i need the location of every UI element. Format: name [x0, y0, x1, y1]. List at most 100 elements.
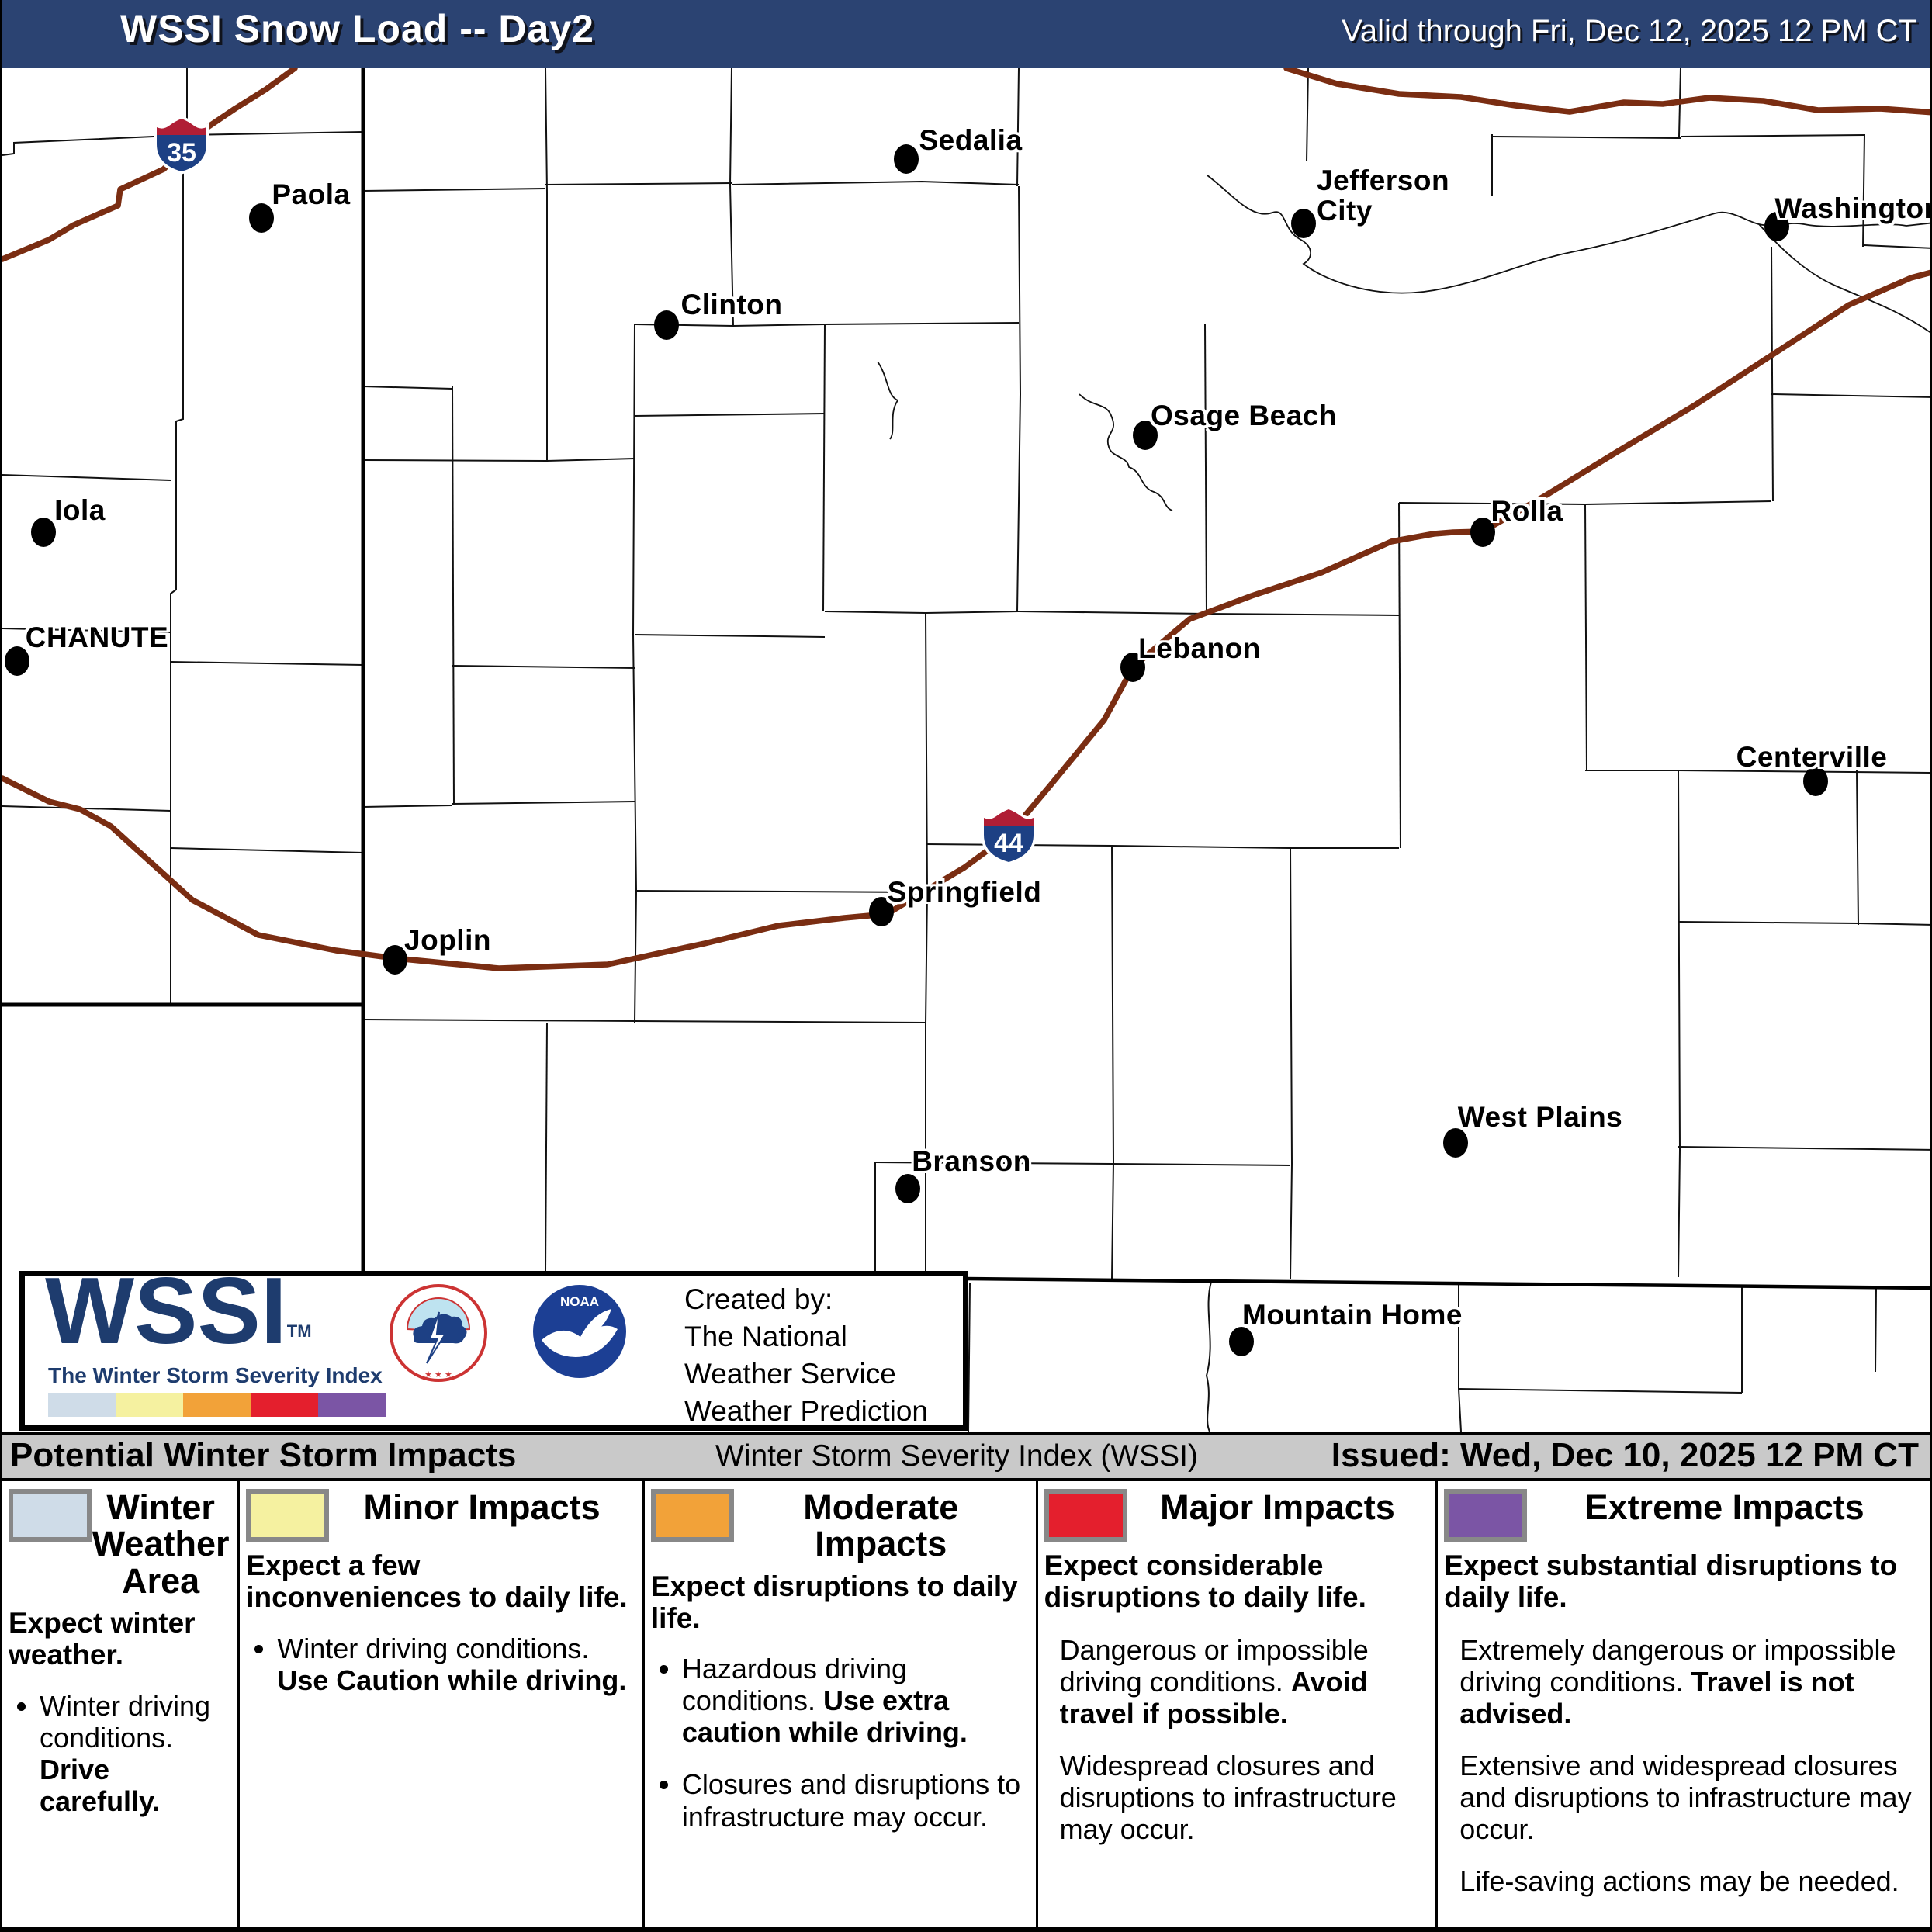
- svg-text:44: 44: [994, 829, 1023, 858]
- legend-lead-winter-weather-area: Expect winter weather.: [9, 1606, 196, 1671]
- legend-swatch-extreme-impacts: [1444, 1489, 1528, 1542]
- legend-header-minor-impacts: Minor Impacts: [246, 1487, 635, 1542]
- i70-highway-line: [1283, 68, 1930, 116]
- city-label-branson: Branson: [912, 1145, 1031, 1177]
- map-canvas: 35 44 Paola Sedalia Jefferson City Washingt…: [2, 68, 1930, 1432]
- legend-column-moderate-impacts: Moderate Impacts Expect disruptions to da…: [645, 1481, 1038, 1927]
- county-map-graphic: 35 44: [2, 68, 1930, 1432]
- valid-through-text: Valid through Fri, Dec 12, 2025 12 PM CT: [1342, 14, 1917, 48]
- i44-highway-line: [2, 269, 1930, 971]
- legend-item-bold-text: Travel is not advised.: [1459, 1665, 1854, 1729]
- created-by-label: Created by:: [684, 1283, 833, 1315]
- legend-label-moderate-impacts: Moderate Impacts: [803, 1487, 959, 1564]
- legend-bullet-item: Closures and disruptions to infrastructu…: [682, 1768, 1028, 1832]
- legend-swatch-moderate-impacts: [650, 1489, 734, 1542]
- legend-plain-item: Extensive and widespread closures and di…: [1459, 1750, 1922, 1845]
- city-marker-joplin: [383, 945, 407, 975]
- legend-item-text: Hazardous driving conditions.: [681, 1653, 908, 1717]
- impact-bar-subtitle: Winter Storm Severity Index (WSSI): [715, 1439, 1198, 1473]
- city-marker-sedalia: [894, 144, 919, 174]
- i35-shield-icon: 35: [154, 116, 209, 175]
- legend-item-text: Widespread closures and disruptions to i…: [1059, 1749, 1397, 1846]
- legend-header-moderate-impacts: Moderate Impacts: [650, 1487, 1028, 1564]
- palette-swatch-2: [183, 1393, 251, 1417]
- issued-timestamp: Issued: Wed, Dec 10, 2025 12 PM CT: [1331, 1436, 1919, 1474]
- severity-color-bar: [48, 1393, 386, 1417]
- legend-label-minor-impacts: Minor Impacts: [363, 1487, 601, 1527]
- created-by-org1: The National Weather Service: [684, 1321, 896, 1390]
- legend-item-text: Extremely dangerous or impossible drivin…: [1459, 1633, 1896, 1698]
- legend-column-minor-impacts: Minor Impacts Expect a few inconveniences…: [240, 1481, 645, 1927]
- noaa-logo-icon: NOAA: [533, 1285, 626, 1378]
- city-label-rolla: Rolla: [1491, 495, 1563, 527]
- legend-bullet-list: Hazardous driving conditions. Use extra …: [651, 1653, 1028, 1832]
- wssi-tagline: The Winter Storm Severity Index: [48, 1363, 383, 1387]
- city-label-joplin: Joplin: [404, 924, 491, 956]
- svg-text:35: 35: [167, 138, 196, 168]
- legend-bullet-item: Winter driving conditions. Use Caution w…: [277, 1633, 635, 1696]
- city-marker-osage-beach: [1133, 421, 1158, 450]
- legend-label-major-impacts: Major Impacts: [1160, 1487, 1395, 1527]
- legend-swatch-minor-impacts: [246, 1489, 330, 1542]
- legend-lead-moderate-impacts: Expect disruptions to daily life.: [650, 1570, 1018, 1634]
- legend-plain-item: Dangerous or impossible driving conditio…: [1060, 1634, 1428, 1729]
- city-marker-clinton: [654, 310, 679, 340]
- city-marker-centerville: [1803, 767, 1828, 796]
- legend-header-extreme-impacts: Extreme Impacts: [1444, 1487, 1922, 1542]
- legend-swatch-winter-weather-area: [9, 1489, 92, 1542]
- city-label-jefferson-city: Jefferson City: [1317, 164, 1450, 227]
- legend-plain-item: Life-saving actions may be needed.: [1459, 1865, 1922, 1897]
- legend-lead-major-impacts: Expect considerable disruptions to daily…: [1044, 1549, 1366, 1614]
- page-title: WSSI Snow Load -- Day2: [120, 7, 594, 50]
- legend-item-bold-text: Drive carefully.: [40, 1753, 161, 1817]
- legend-header-winter-weather-area: Winter Weather Area: [9, 1487, 230, 1599]
- city-marker-paola: [249, 203, 274, 233]
- legend-bullet-item: Winter driving conditions. Drive careful…: [40, 1690, 230, 1817]
- svg-text:★ ★ ★: ★ ★ ★: [424, 1370, 452, 1380]
- city-label-west-plains: West Plains: [1457, 1101, 1623, 1133]
- created-by-org2: Weather Prediction Center: [684, 1395, 928, 1428]
- legend-lead-extreme-impacts: Expect substantial disruptions to daily …: [1444, 1549, 1898, 1614]
- wssi-logo-box: WSSITM The Winter Storm Severity Index ★…: [19, 1258, 968, 1431]
- legend-item-text: Winter driving conditions.: [40, 1689, 211, 1754]
- palette-swatch-4: [318, 1393, 386, 1417]
- legend-label-winter-weather-area: Winter Weather Area: [92, 1487, 230, 1601]
- city-marker-lebanon: [1120, 653, 1145, 682]
- legend-item-text: Winter driving conditions.: [277, 1632, 590, 1664]
- legend-item-bold-text: Use Caution while driving.: [277, 1664, 627, 1696]
- city-marker-rolla: [1470, 518, 1495, 547]
- city-marker-chanute: [5, 646, 29, 676]
- i44-shield-icon: 44: [981, 806, 1037, 865]
- city-label-osage-beach: Osage Beach: [1151, 400, 1337, 431]
- city-label-chanute: CHANUTE: [25, 621, 169, 653]
- impact-bar-title: Potential Winter Storm Impacts: [10, 1436, 517, 1474]
- legend-header-major-impacts: Major Impacts: [1044, 1487, 1428, 1542]
- trademark-symbol: TM: [286, 1321, 312, 1341]
- city-marker-mountain-home: [1229, 1327, 1254, 1356]
- city-marker-springfield: [869, 897, 894, 926]
- impact-header-bar: Potential Winter Storm Impacts Winter St…: [2, 1432, 1930, 1481]
- city-label-mountain-home: Mountain Home: [1242, 1299, 1463, 1331]
- legend-item-bold-text: Use extra caution while driving.: [681, 1684, 968, 1749]
- title-bar: WSSI Snow Load -- Day2 Valid through Fri…: [2, 0, 1930, 68]
- legend-bullet-item: Hazardous driving conditions. Use extra …: [682, 1653, 1028, 1748]
- legend-swatch-major-impacts: [1044, 1489, 1127, 1542]
- city-label-springfield: Springfield: [887, 876, 1042, 908]
- nws-logo-icon: ★ ★ ★: [390, 1284, 487, 1382]
- city-marker-branson: [895, 1174, 920, 1203]
- palette-swatch-1: [116, 1393, 183, 1417]
- legend-item-text: Life-saving actions may be needed.: [1459, 1865, 1899, 1898]
- svg-text:NOAA: NOAA: [560, 1294, 599, 1309]
- legend-lead-minor-impacts: Expect a few inconveniences to daily lif…: [246, 1549, 628, 1614]
- impacts-legend: Winter Weather Area Expect winter weather…: [2, 1481, 1930, 1932]
- legend-label-extreme-impacts: Extreme Impacts: [1584, 1487, 1864, 1527]
- city-label-washington: Washington: [1774, 192, 1930, 224]
- wssi-logo-text: WSSITM: [45, 1258, 312, 1363]
- city-label-iola: Iola: [54, 494, 106, 526]
- legend-bullet-list: Winter driving conditions. Drive careful…: [9, 1690, 230, 1817]
- city-marker-washington: [1764, 212, 1789, 241]
- legend-plain-item: Widespread closures and disruptions to i…: [1060, 1750, 1428, 1845]
- palette-swatch-3: [251, 1393, 318, 1417]
- legend-item-text: Closures and disruptions to infrastructu…: [681, 1768, 1021, 1833]
